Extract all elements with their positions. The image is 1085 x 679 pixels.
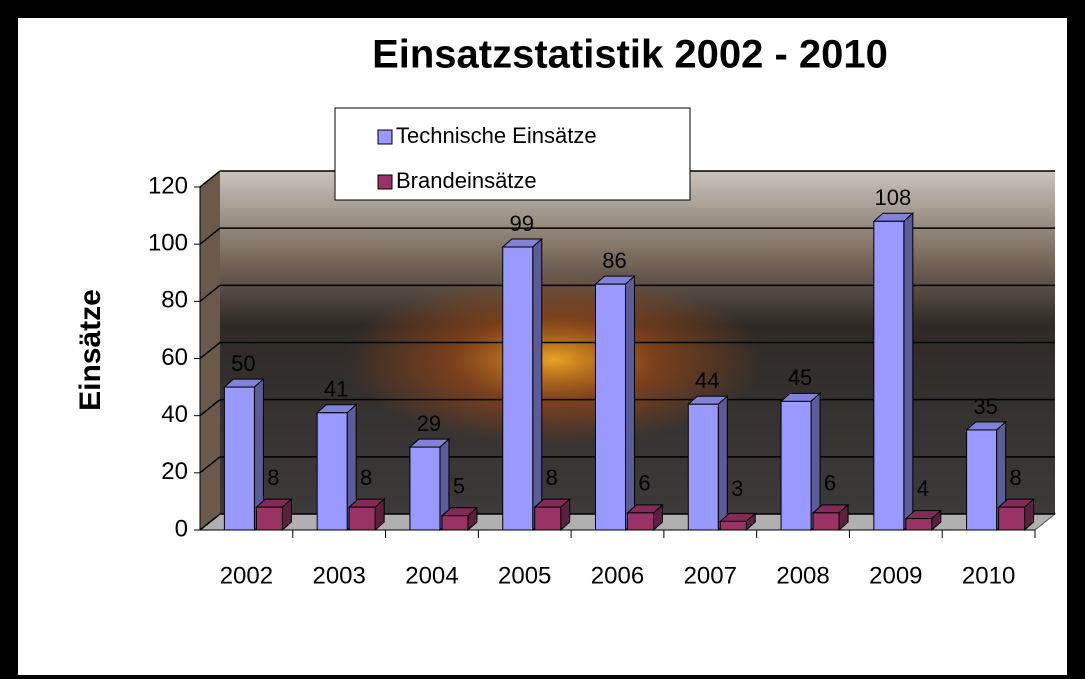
bar-side [533,239,542,530]
bar-front [256,507,282,530]
legend-label: Brandeinsätze [396,168,537,193]
x-tick-label: 2009 [869,562,922,589]
bar [256,499,291,530]
bar-front [628,513,654,530]
x-tick-label: 2008 [776,562,829,589]
data-label: 8 [1009,465,1021,490]
bar-front [720,521,746,530]
data-label: 50 [231,351,255,376]
bar-front [535,507,561,530]
data-label: 35 [973,394,997,419]
bar [596,276,635,530]
data-label: 5 [453,474,465,499]
bar-side [904,213,913,530]
chart-title: Einsatzstatistik 2002 - 2010 [372,33,888,77]
y-tick-label: 40 [161,401,188,428]
bar [999,499,1034,530]
bar [874,213,913,530]
x-tick-label: 2010 [962,562,1015,589]
bar [503,239,542,530]
data-label: 8 [267,465,279,490]
x-tick-label: 2004 [405,562,458,589]
x-tick-label: 2007 [684,562,737,589]
data-label: 4 [917,476,929,501]
bar-front [349,507,375,530]
bar-side [626,276,635,530]
data-label: 45 [788,365,812,390]
bar-front [967,430,997,530]
data-label: 44 [695,368,719,393]
legend-swatch [378,175,392,189]
bar [535,499,570,530]
bar-front [781,401,811,530]
y-tick-label: 20 [161,458,188,485]
bar [781,393,820,530]
bar-front [813,513,839,530]
y-tick-label: 80 [161,287,188,314]
data-label: 41 [324,377,348,402]
bar-front [688,404,718,530]
x-tick-label: 2002 [220,562,273,589]
bar-front [906,519,932,530]
legend-label: Technische Einsätze [396,123,597,148]
bar-front [317,413,347,530]
data-label: 99 [509,211,533,236]
x-tick-label: 2006 [591,562,644,589]
chart: Einsatzstatistik 2002 - 2010 Einsätze 0 2… [0,0,1085,679]
bar-front [999,507,1025,530]
data-label: 3 [731,476,743,501]
data-label: 29 [417,411,441,436]
data-label: 8 [360,465,372,490]
data-label: 6 [824,471,836,496]
bar [628,505,663,530]
bar-front [410,447,440,530]
bar [906,511,941,530]
bar-front [224,387,254,530]
bar [688,396,727,530]
bar-front [874,221,904,530]
y-axis-label: Einsätze [74,289,107,411]
y-tick-label: 60 [161,344,188,371]
bar [349,499,384,530]
data-label: 6 [638,471,650,496]
y-tick-label: 0 [175,515,188,542]
data-label: 8 [546,465,558,490]
x-tick-label: 2003 [312,562,365,589]
data-label: 108 [874,185,911,210]
legend-swatch [378,130,392,144]
data-label: 86 [602,248,626,273]
bar [813,505,848,530]
bar-front [503,247,533,530]
bar-front [596,284,626,530]
page: {"chart_data": {"type": "bar3d", "title"… [0,0,1085,679]
y-tick-label: 120 [148,172,188,199]
bar-side [718,396,727,530]
bar-front [442,516,468,530]
x-tick-label: 2005 [498,562,551,589]
y-tick-label: 100 [148,230,188,257]
bar [442,508,477,530]
